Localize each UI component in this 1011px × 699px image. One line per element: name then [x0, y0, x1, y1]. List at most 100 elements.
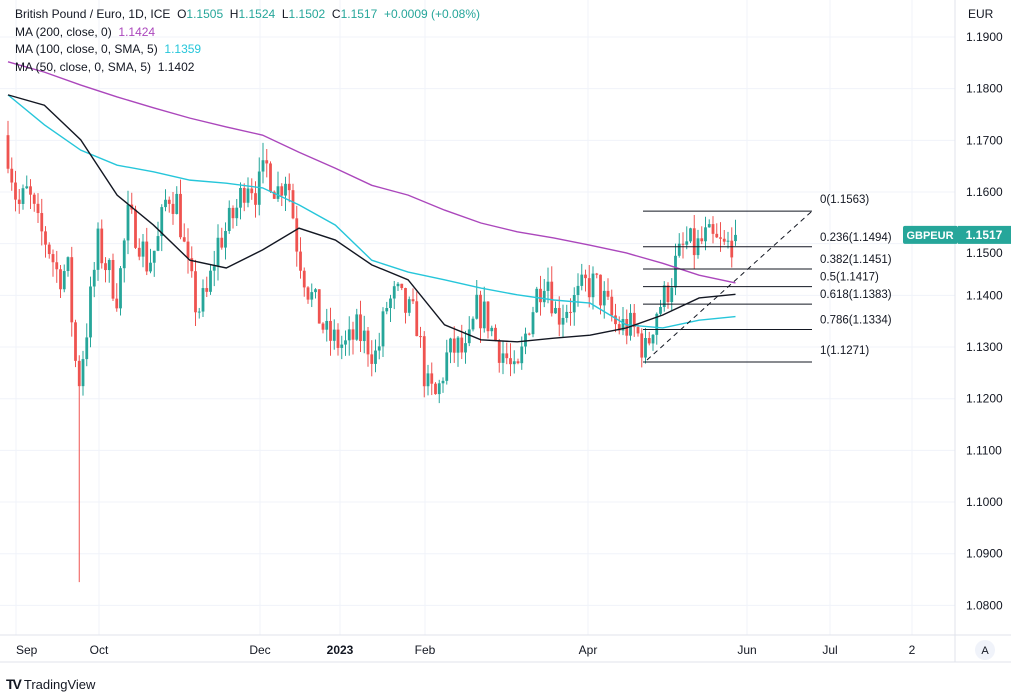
ma200-line — [7, 61, 736, 284]
candle-body — [355, 314, 359, 340]
candle-body — [430, 373, 434, 384]
ma50-line — [7, 94, 736, 343]
fib-level-label: 0.236(1.1494) — [820, 232, 892, 244]
candle-body — [595, 273, 599, 275]
candle-body — [175, 193, 179, 214]
tradingview-logo[interactable]: TV TradingView — [6, 676, 95, 692]
candle-body — [25, 186, 29, 189]
candle-body — [209, 270, 212, 292]
price-tick-label: 1.1900 — [966, 30, 1003, 44]
candle-body — [542, 290, 546, 303]
candle-body — [636, 327, 640, 334]
candle-body — [527, 333, 531, 335]
fib-level-label: 0.5(1.1417) — [820, 272, 879, 284]
candle-body — [85, 337, 89, 360]
candle-body — [70, 257, 74, 323]
candle-body — [602, 290, 606, 306]
time-tick-label: 2 — [909, 643, 916, 657]
last-price-badge — [958, 225, 1011, 244]
candle-body — [134, 209, 137, 248]
candle-body — [614, 315, 617, 325]
candle-body — [14, 182, 17, 200]
candle-body — [242, 187, 246, 203]
candle-body — [190, 258, 194, 272]
candle-body — [730, 240, 734, 258]
high-value: 1.1524 — [238, 7, 276, 21]
change-value: +0.0009 (+0.08%) — [383, 7, 481, 21]
candle-body — [317, 289, 321, 324]
indicator-ma50[interactable]: MA (50, close, 0, SMA, 5) 1.1402 — [15, 59, 480, 77]
candle-body — [302, 270, 306, 288]
candle-body — [434, 383, 437, 395]
candle-body — [655, 313, 659, 335]
candle-body — [17, 199, 21, 204]
time-tick-label: Jul — [822, 643, 837, 657]
candle-body — [644, 337, 647, 358]
close-label: C — [331, 7, 341, 21]
time-tick-label: Oct — [90, 643, 109, 657]
candle-body — [205, 288, 209, 292]
candle-body — [299, 251, 302, 271]
candle-body — [505, 353, 509, 359]
candle-body — [212, 266, 216, 271]
candle-body — [546, 281, 550, 291]
candle-body — [171, 203, 175, 214]
candle-body — [111, 259, 115, 299]
candle-body — [580, 274, 584, 286]
candle-body — [715, 233, 719, 238]
indicator-ma100[interactable]: MA (100, close, 0, SMA, 5) 1.1359 — [15, 41, 480, 59]
candle-body — [666, 285, 670, 303]
candle-body — [179, 193, 182, 238]
candle-body — [400, 283, 404, 289]
time-tick-label: Sep — [16, 643, 38, 657]
candle-body — [272, 191, 276, 199]
fib-level-label: 0.786(1.1334) — [820, 314, 892, 326]
candle-body — [456, 337, 460, 353]
candle-body — [700, 238, 704, 242]
price-tick-label: 1.1100 — [966, 443, 1002, 457]
candle-body — [629, 312, 632, 336]
candle-body — [51, 254, 55, 263]
candle-body — [246, 188, 250, 203]
candle-body — [591, 273, 595, 298]
candle-body — [497, 340, 501, 363]
candle-body — [550, 281, 554, 314]
candle-body — [145, 241, 149, 272]
candle-body — [374, 350, 377, 364]
candle-body — [340, 344, 344, 348]
symbol-name[interactable]: British Pound / Euro, 1D, ICE — [15, 7, 171, 21]
price-tick-label: 1.1600 — [966, 185, 1003, 199]
candle-body — [464, 343, 467, 353]
candle-body — [235, 207, 239, 219]
candle-body — [44, 231, 47, 245]
candle-body — [467, 329, 471, 344]
indicator-value: 1.1402 — [157, 59, 195, 74]
candle-body — [632, 312, 636, 328]
candle-body — [647, 337, 651, 344]
candle-body — [261, 160, 265, 172]
indicator-ma200[interactable]: MA (200, close, 0) 1.1424 — [15, 24, 480, 42]
candle-body — [89, 286, 92, 338]
candle-body — [561, 317, 565, 325]
indicator-value: 1.1359 — [164, 42, 202, 56]
candle-body — [66, 257, 70, 272]
candle-body — [119, 268, 122, 309]
candle-body — [197, 311, 201, 313]
candle-body — [651, 334, 655, 344]
candle-body — [366, 330, 370, 355]
candle-body — [141, 241, 145, 257]
candle-body — [621, 318, 625, 331]
candle-body — [137, 247, 141, 257]
symbol-tag-badge — [903, 225, 958, 244]
indicator-value: 1.1424 — [118, 24, 156, 39]
candle-body — [77, 360, 81, 387]
candle-body — [520, 346, 524, 364]
candle-body — [677, 243, 681, 256]
candle-body — [220, 237, 224, 248]
candle-body — [674, 255, 677, 288]
candle-body — [29, 186, 32, 195]
price-tick-label: 1.1700 — [966, 133, 1003, 147]
candle-body — [269, 163, 272, 192]
auto-scale-button[interactable] — [975, 640, 995, 660]
